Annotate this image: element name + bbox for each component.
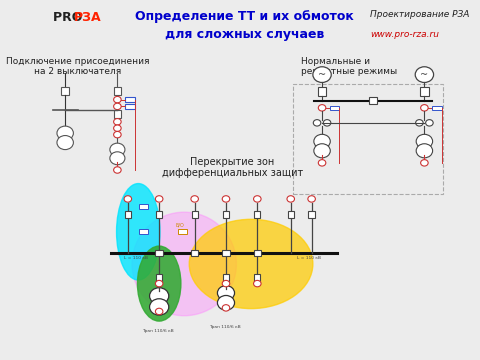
Circle shape xyxy=(57,135,73,150)
Bar xyxy=(309,211,315,218)
Bar xyxy=(223,274,229,281)
Bar xyxy=(139,229,148,234)
Circle shape xyxy=(156,308,163,315)
Ellipse shape xyxy=(117,184,160,280)
Circle shape xyxy=(191,196,198,202)
Text: Подключение присоединения
на 2 выключателя: Подключение присоединения на 2 выключате… xyxy=(6,57,149,76)
Circle shape xyxy=(416,144,432,158)
Text: www.pro-rza.ru: www.pro-rza.ru xyxy=(370,30,439,39)
Bar xyxy=(114,110,121,118)
Circle shape xyxy=(150,299,169,315)
Circle shape xyxy=(314,144,330,158)
Text: РЗА: РЗА xyxy=(74,12,102,24)
Text: Проектирование РЗА: Проектирование РЗА xyxy=(370,10,469,19)
Bar xyxy=(192,211,198,218)
Circle shape xyxy=(222,305,230,311)
Bar xyxy=(125,97,134,102)
Circle shape xyxy=(124,196,132,202)
Bar xyxy=(318,87,326,96)
Circle shape xyxy=(156,196,163,202)
Circle shape xyxy=(426,120,433,126)
Text: PRO: PRO xyxy=(53,12,86,24)
Circle shape xyxy=(222,280,230,287)
Circle shape xyxy=(314,134,330,148)
Text: Определение ТТ и их обмоток
для сложных случаев: Определение ТТ и их обмоток для сложных … xyxy=(135,10,354,41)
Text: Тран 110/6 кВ: Тран 110/6 кВ xyxy=(209,325,241,329)
Circle shape xyxy=(110,152,125,165)
Bar xyxy=(420,87,429,96)
Text: L = 110 кВ: L = 110 кВ xyxy=(124,256,148,260)
Circle shape xyxy=(318,159,326,166)
Circle shape xyxy=(415,67,433,82)
Circle shape xyxy=(308,196,315,202)
Bar xyxy=(191,250,198,256)
Bar xyxy=(330,105,339,110)
Bar xyxy=(288,211,294,218)
Bar xyxy=(254,274,261,281)
Circle shape xyxy=(416,134,432,148)
Bar xyxy=(156,274,162,281)
Circle shape xyxy=(222,196,230,202)
Circle shape xyxy=(57,126,73,140)
Text: Перекрытие зон
дифференциальных защит: Перекрытие зон дифференциальных защит xyxy=(162,157,303,179)
Circle shape xyxy=(156,280,163,287)
Bar xyxy=(125,104,134,109)
Text: L = 110 кВ: L = 110 кВ xyxy=(297,256,321,260)
Bar xyxy=(222,250,230,256)
Circle shape xyxy=(114,103,121,110)
Circle shape xyxy=(253,196,261,202)
Circle shape xyxy=(114,125,121,131)
Circle shape xyxy=(110,143,125,156)
Bar xyxy=(156,211,162,218)
Ellipse shape xyxy=(189,219,313,309)
Bar xyxy=(61,87,69,95)
Text: ~: ~ xyxy=(318,69,326,80)
Text: ~: ~ xyxy=(420,69,429,80)
Text: Нормальные и
ремонтные режимы: Нормальные и ремонтные режимы xyxy=(301,57,397,76)
Bar xyxy=(156,250,163,256)
Circle shape xyxy=(324,120,331,126)
Bar xyxy=(253,250,261,256)
Text: Тран 110/6 кВ: Тран 110/6 кВ xyxy=(143,329,174,333)
Circle shape xyxy=(114,167,121,173)
Bar xyxy=(369,98,377,104)
Circle shape xyxy=(114,131,121,138)
Circle shape xyxy=(313,67,331,82)
Circle shape xyxy=(318,105,326,111)
Circle shape xyxy=(420,105,428,111)
Circle shape xyxy=(150,288,169,304)
Bar xyxy=(114,87,121,95)
Circle shape xyxy=(114,96,121,103)
Bar xyxy=(293,84,443,194)
Bar xyxy=(178,229,187,234)
Bar xyxy=(254,211,261,218)
Bar xyxy=(432,105,442,110)
Circle shape xyxy=(114,118,121,125)
Circle shape xyxy=(313,120,321,126)
Circle shape xyxy=(287,196,295,202)
Circle shape xyxy=(217,285,235,300)
Circle shape xyxy=(217,296,235,310)
Ellipse shape xyxy=(132,212,237,316)
Bar xyxy=(125,211,131,218)
Circle shape xyxy=(420,159,428,166)
Text: Б/О: Б/О xyxy=(176,222,184,228)
Circle shape xyxy=(253,280,261,287)
Bar xyxy=(223,211,229,218)
Bar xyxy=(139,204,148,209)
Ellipse shape xyxy=(137,246,181,321)
Circle shape xyxy=(416,120,423,126)
